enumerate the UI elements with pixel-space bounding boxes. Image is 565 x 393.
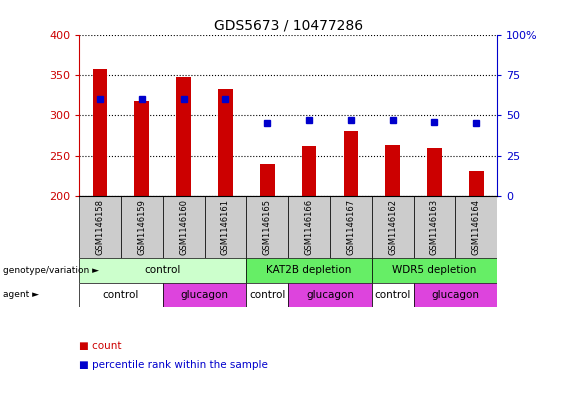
Text: genotype/variation ►: genotype/variation ► (3, 266, 99, 275)
Bar (79, 259, 246, 283)
Bar (246, 259, 372, 283)
Text: GSM1146160: GSM1146160 (179, 199, 188, 255)
Bar (330, 196, 372, 259)
Bar (163, 196, 205, 259)
Text: ■ count: ■ count (79, 341, 121, 351)
Text: GSM1146158: GSM1146158 (95, 199, 105, 255)
Text: GSM1146161: GSM1146161 (221, 199, 230, 255)
Bar (134, 101, 149, 196)
Bar (469, 171, 484, 196)
Text: GSM1146159: GSM1146159 (137, 199, 146, 255)
Text: glucagon: glucagon (306, 290, 354, 299)
Bar (260, 163, 275, 196)
Bar (205, 196, 246, 259)
Bar (372, 196, 414, 259)
Bar (288, 283, 372, 307)
Text: WDR5 depletion: WDR5 depletion (392, 266, 477, 275)
Bar (218, 89, 233, 196)
Text: GSM1146167: GSM1146167 (346, 199, 355, 255)
Text: KAT2B depletion: KAT2B depletion (266, 266, 352, 275)
Bar (414, 283, 497, 307)
Bar (163, 283, 246, 307)
Bar (121, 196, 163, 259)
Text: glucagon: glucagon (181, 290, 228, 299)
Bar (385, 145, 400, 196)
Bar (246, 196, 288, 259)
Bar (414, 196, 455, 259)
Bar (344, 131, 358, 196)
Bar (93, 69, 107, 196)
Bar (246, 283, 288, 307)
Bar (455, 196, 497, 259)
Text: GSM1146162: GSM1146162 (388, 199, 397, 255)
Text: ■ percentile rank within the sample: ■ percentile rank within the sample (79, 360, 268, 371)
Text: control: control (375, 290, 411, 299)
Text: control: control (145, 266, 181, 275)
Bar (372, 259, 497, 283)
Bar (79, 283, 163, 307)
Text: control: control (103, 290, 139, 299)
Bar (372, 283, 414, 307)
Text: glucagon: glucagon (432, 290, 479, 299)
Text: agent ►: agent ► (3, 290, 39, 299)
Text: GSM1146163: GSM1146163 (430, 199, 439, 255)
Bar (427, 148, 442, 196)
Title: GDS5673 / 10477286: GDS5673 / 10477286 (214, 19, 363, 33)
Bar (288, 196, 330, 259)
Text: GSM1146166: GSM1146166 (305, 199, 314, 255)
Bar (79, 196, 121, 259)
Bar (302, 146, 316, 196)
Text: GSM1146165: GSM1146165 (263, 199, 272, 255)
Text: control: control (249, 290, 285, 299)
Text: GSM1146164: GSM1146164 (472, 199, 481, 255)
Bar (176, 77, 191, 196)
